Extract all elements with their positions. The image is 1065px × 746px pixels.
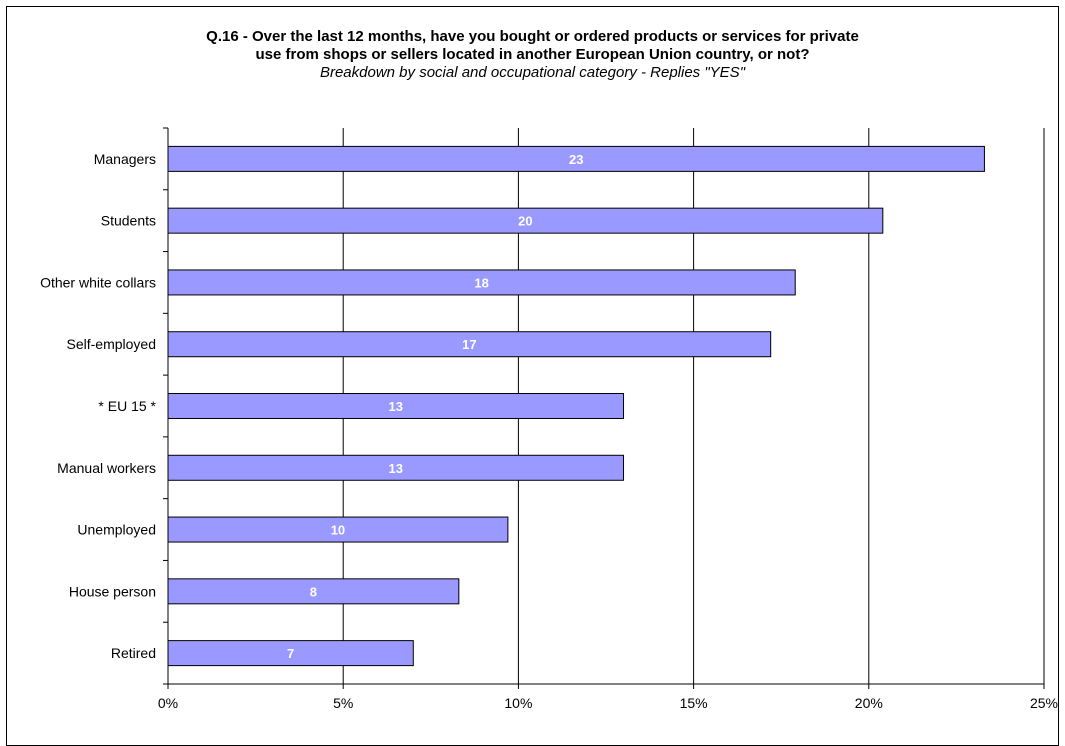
data-label: 13 [389,461,403,476]
x-tick-label: 25% [1030,695,1058,711]
data-label: 7 [287,646,294,661]
x-tick-label: 10% [504,695,532,711]
category-label: Managers [94,151,156,167]
data-label: 20 [518,214,532,229]
bar-7 [167,578,460,605]
bar-6 [167,516,509,543]
category-label: Self-employed [67,336,157,352]
chart-subtitle: Breakdown by social and occupational cat… [319,64,746,81]
bar-2 [167,269,796,296]
category-label: Students [101,213,156,229]
bar-8 [167,640,414,667]
bar-1 [167,207,884,234]
x-tick-label: 20% [855,695,883,711]
data-label: 13 [389,399,403,414]
category-label: House person [69,583,156,599]
chart-titles: Q.16 - Over the last 12 months, have you… [0,28,1065,82]
data-label: 23 [569,152,583,167]
bar-0 [167,145,985,172]
x-tick-label: 15% [680,695,708,711]
category-label: Other white collars [40,274,156,290]
category-label: Retired [111,645,156,661]
chart-title-line-1: Q.16 - Over the last 12 months, have you… [206,28,859,45]
data-label: 10 [331,523,345,538]
x-tick-label: 0% [158,695,178,711]
category-label: Unemployed [77,522,156,538]
chart-frame [6,6,1059,746]
data-label: 18 [474,275,488,290]
x-tick-label: 5% [333,695,353,711]
data-label: 8 [310,584,317,599]
bar-4 [167,393,625,419]
chart-title-line-2: use from shops or sellers located in ano… [255,46,810,63]
category-label: Manual workers [57,460,156,476]
bar-5 [167,454,625,481]
category-label: * EU 15 * [98,398,156,414]
data-label: 17 [462,337,476,352]
bar-3 [167,331,772,358]
